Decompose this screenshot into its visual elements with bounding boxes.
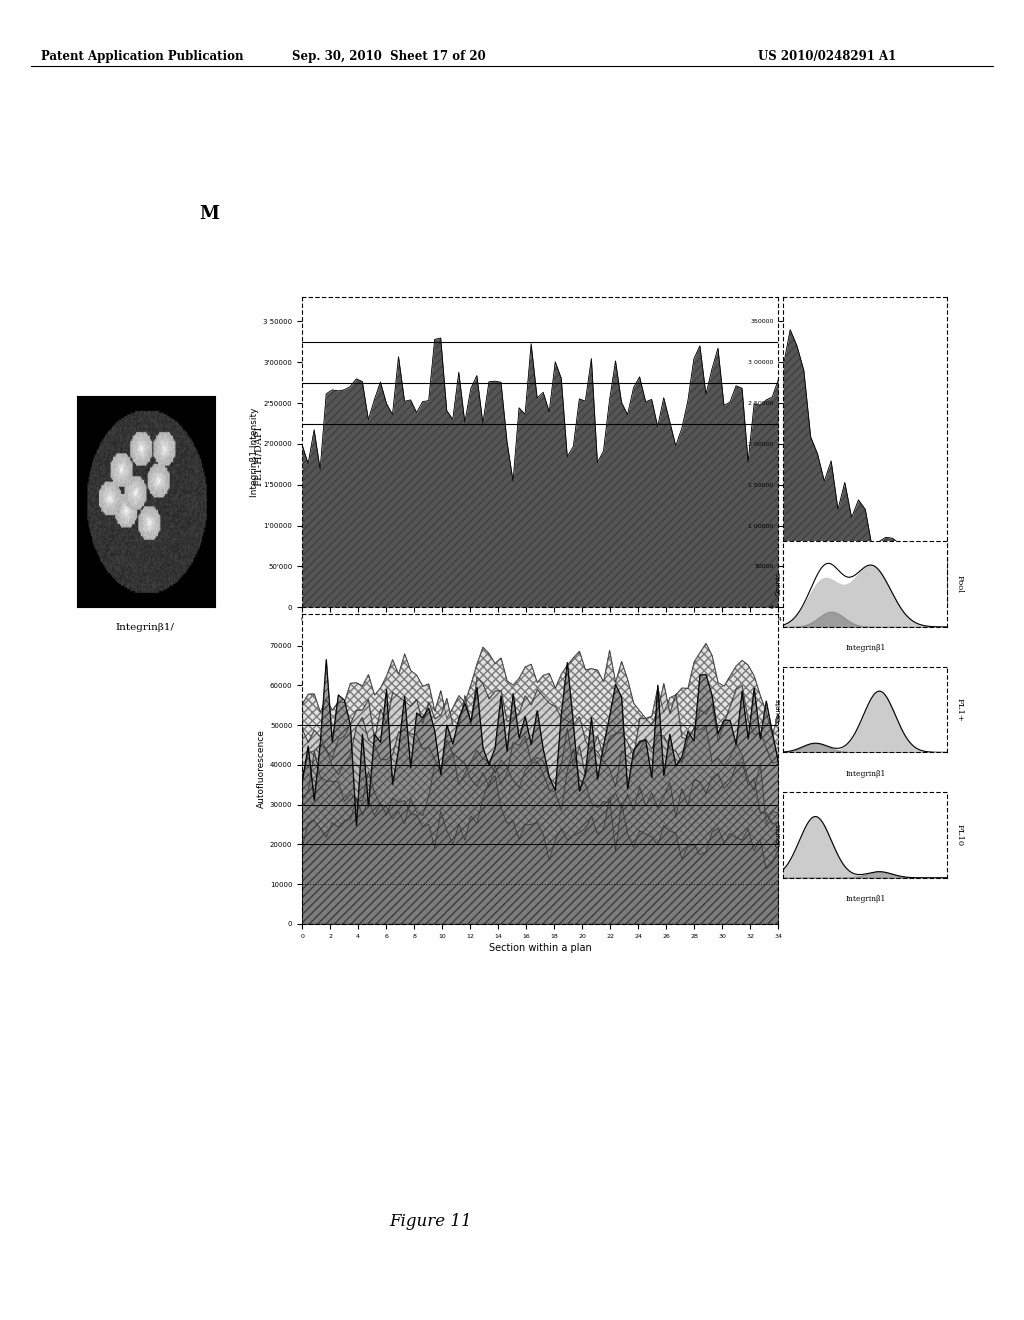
Y-axis label: Counts: Counts <box>776 572 782 597</box>
Text: Integrinβ1: Integrinβ1 <box>845 770 886 777</box>
Y-axis label: Counts: Counts <box>776 822 782 847</box>
Text: Integrinβ1: Integrinβ1 <box>845 644 886 652</box>
Text: Integrinβ1/: Integrinβ1/ <box>116 623 175 632</box>
Text: Patent Application Publication: Patent Application Publication <box>41 50 244 63</box>
Text: M: M <box>200 205 220 223</box>
Y-axis label: Integrinβ1 Intensity: Integrinβ1 Intensity <box>250 408 259 496</box>
Text: FL10: FL10 <box>955 824 964 846</box>
Text: Figure 11: Figure 11 <box>389 1213 471 1229</box>
Text: US 2010/0248291 A1: US 2010/0248291 A1 <box>758 50 896 63</box>
Text: FL1-H/DAPI: FL1-H/DAPI <box>254 425 262 486</box>
Y-axis label: Counts: Counts <box>776 697 782 722</box>
X-axis label: Section within a plan: Section within a plan <box>488 942 592 953</box>
Text: Integrinβ1: Integrinβ1 <box>845 895 886 903</box>
Text: Sep. 30, 2010  Sheet 17 of 20: Sep. 30, 2010 Sheet 17 of 20 <box>292 50 486 63</box>
Text: Pool: Pool <box>955 576 964 593</box>
Y-axis label: Autofluorescence: Autofluorescence <box>257 730 265 808</box>
Text: FL1+: FL1+ <box>955 698 964 721</box>
